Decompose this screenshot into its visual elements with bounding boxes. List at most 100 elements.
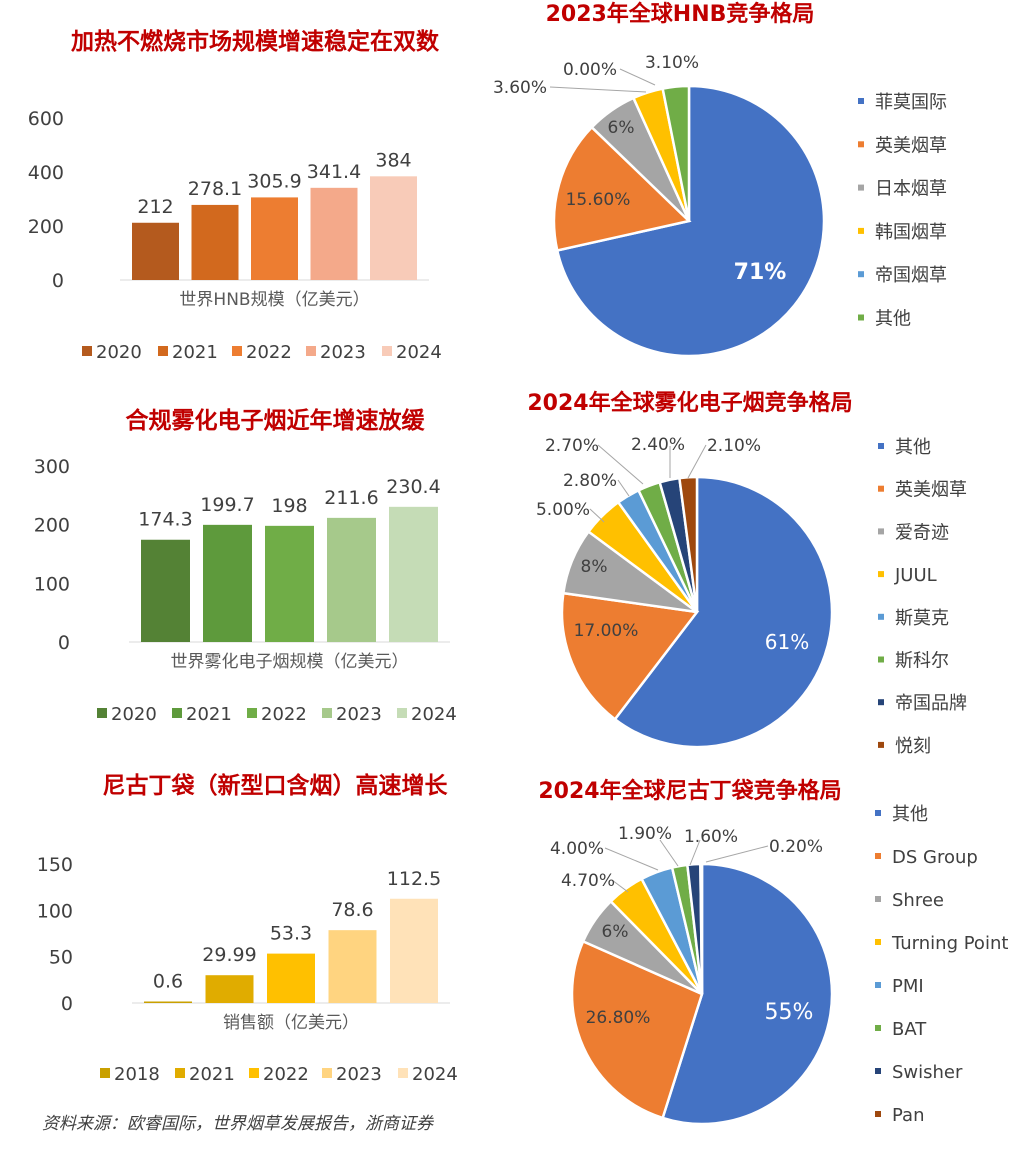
leader-line: [689, 839, 701, 866]
legend-swatch: [322, 708, 332, 718]
legend-swatch: [247, 708, 257, 718]
legend-label: 2024: [396, 342, 442, 363]
legend-swatch: [878, 656, 884, 663]
legend-label: 英美烟草: [875, 135, 947, 156]
bar-2018: [144, 1001, 192, 1003]
bar-value-label: 384: [375, 149, 411, 171]
legend-swatch: [158, 346, 168, 356]
legend-label: 悦刻: [895, 736, 931, 757]
legend-swatch: [100, 1068, 110, 1078]
legend-label: 2021: [189, 1064, 235, 1085]
bar-value-label: 230.4: [386, 476, 440, 498]
pie-slice-label: 6%: [608, 118, 635, 138]
leader-line: [705, 845, 769, 863]
legend-swatch: [875, 1068, 881, 1074]
legend-label: 其他: [892, 804, 928, 825]
pie-slice-label: 2.70%: [545, 436, 599, 456]
legend-swatch: [878, 699, 884, 706]
pie-slice-label: 8%: [581, 557, 608, 577]
pie-slice-1: [570, 939, 704, 1120]
y-tick-label: 400: [28, 162, 64, 184]
pie-slice-label: 2.80%: [563, 471, 617, 491]
bar-2024: [390, 898, 438, 1003]
legend-label: 2024: [412, 1064, 458, 1085]
legend-label: 英美烟草: [895, 480, 967, 501]
legend-label: 2021: [186, 704, 232, 725]
legend-swatch: [858, 314, 864, 321]
pie-slice-0: [613, 475, 834, 749]
legend-swatch: [249, 1068, 259, 1078]
legend-swatch: [878, 571, 884, 578]
y-tick-label: 0: [58, 632, 70, 654]
pie-slice-7: [699, 862, 704, 995]
pie-chart-3-title: 2024年全球尼古丁袋竞争格局: [538, 779, 842, 804]
pie-slice-label: 0.00%: [563, 60, 617, 80]
legend-swatch: [858, 141, 864, 148]
legend-swatch: [875, 853, 881, 859]
legend-swatch: [397, 708, 407, 718]
legend-label: 其他: [895, 437, 931, 458]
bar-value-label: 29.99: [202, 944, 256, 966]
y-tick-label: 0: [61, 993, 73, 1015]
pie-chart-vape-svg: 61% 17.00% 8% 5.00% 2.80% 2.70% 2.40% 2.10% 其他英美…: [536, 435, 967, 757]
legend-swatch: [875, 939, 881, 945]
legend-label: 韩国烟草: [875, 222, 947, 243]
y-tick-label: 0: [52, 270, 64, 292]
bar-value-label: 112.5: [387, 868, 441, 890]
legend-label: 斯科尔: [895, 651, 949, 672]
legend-label: 2020: [96, 342, 142, 363]
legend-label: Turning Point: [891, 933, 1008, 954]
legend-label: 2018: [114, 1064, 160, 1085]
leader-line: [611, 879, 629, 893]
legend-swatch: [875, 1111, 881, 1117]
legend-label: Shree: [892, 890, 944, 911]
pie-slice-label: 61%: [765, 630, 809, 654]
leader-line: [619, 68, 656, 86]
legend-swatch: [175, 1068, 185, 1078]
source-note: 资料来源：欧睿国际，世界烟草发展报告，浙商证券: [42, 1114, 433, 1134]
pie-slice-label: 1.90%: [618, 824, 672, 844]
bar-2023: [310, 187, 358, 280]
legend-label: 2024: [411, 704, 457, 725]
legend-swatch: [382, 346, 392, 356]
legend-swatch: [878, 528, 884, 535]
legend-label: JUUL: [894, 565, 937, 586]
legend-swatch: [875, 982, 881, 988]
bar-chart-pouch-svg: 0 50 100 150 0.6 29.99 53.3 78.6 112.5 销售额（亿美元） 20…: [37, 854, 458, 1085]
bar-value-label: 199.7: [200, 494, 254, 516]
x-axis-label: 销售额（亿美元）: [223, 1013, 359, 1033]
y-tick-label: 100: [37, 900, 73, 922]
bar-value-label: 341.4: [307, 161, 361, 183]
x-axis-label: 世界HNB规模（亿美元）: [179, 290, 369, 310]
legend-label: 2022: [246, 342, 292, 363]
legend-label: BAT: [892, 1019, 927, 1040]
bar-value-label: 305.9: [247, 170, 301, 192]
bar-value-label: 278.1: [188, 178, 242, 200]
legend-label: 其他: [875, 309, 911, 330]
bar-2022: [251, 197, 298, 280]
pie-slice-label: 4.00%: [550, 839, 604, 859]
legend-label: 斯莫克: [895, 608, 949, 629]
bar-2020: [132, 222, 179, 280]
bar-value-label: 78.6: [331, 899, 373, 921]
legend-swatch: [878, 443, 884, 449]
pie-chart-2-title: 2024年全球雾化电子烟竞争格局: [527, 391, 853, 416]
legend-swatch: [878, 485, 884, 492]
legend-swatch: [82, 346, 92, 356]
pie-slice-label: 1.60%: [684, 827, 738, 847]
bar-chart-1-title: 加热不燃烧市场规模增速稳定在双数: [71, 28, 439, 55]
legend-swatch: [858, 184, 864, 191]
bar-2022: [267, 953, 315, 1003]
pie-chart-hnb: 71% 15.60% 6% 3.60% 0.00% 3.10% 菲莫国际 英美烟草 日本烟草 韩国…: [0, 0, 1020, 380]
pie-slice-label: 17.00%: [574, 621, 639, 641]
leader-line: [604, 847, 659, 871]
pie-slice-label: 2.40%: [631, 435, 685, 455]
pie-slice-label: 3.10%: [645, 53, 699, 73]
legend-swatch: [858, 227, 864, 234]
legend-swatch: [306, 346, 316, 356]
bar-chart-2-title: 合规雾化电子烟近年增速放缓: [125, 407, 425, 434]
x-axis-label: 世界雾化电子烟规模（亿美元）: [171, 652, 409, 672]
pie-slice-1: [560, 591, 700, 721]
